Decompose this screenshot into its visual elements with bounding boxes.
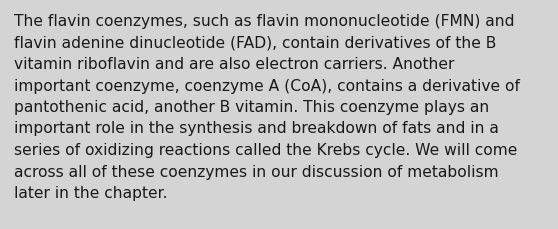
Text: vitamin riboflavin and are also electron carriers. Another: vitamin riboflavin and are also electron… <box>14 57 454 72</box>
Text: across all of these coenzymes in our discussion of metabolism: across all of these coenzymes in our dis… <box>14 164 499 179</box>
Text: The flavin coenzymes, such as flavin mononucleotide (FMN) and: The flavin coenzymes, such as flavin mon… <box>14 14 514 29</box>
Text: important coenzyme, coenzyme A (CoA), contains a derivative of: important coenzyme, coenzyme A (CoA), co… <box>14 78 520 93</box>
Text: series of oxidizing reactions called the Krebs cycle. We will come: series of oxidizing reactions called the… <box>14 142 517 157</box>
Text: flavin adenine dinucleotide (FAD), contain derivatives of the B: flavin adenine dinucleotide (FAD), conta… <box>14 35 497 50</box>
Text: pantothenic acid, another B vitamin. This coenzyme plays an: pantothenic acid, another B vitamin. Thi… <box>14 100 489 114</box>
Text: later in the chapter.: later in the chapter. <box>14 185 167 200</box>
Text: important role in the synthesis and breakdown of fats and in a: important role in the synthesis and brea… <box>14 121 499 136</box>
